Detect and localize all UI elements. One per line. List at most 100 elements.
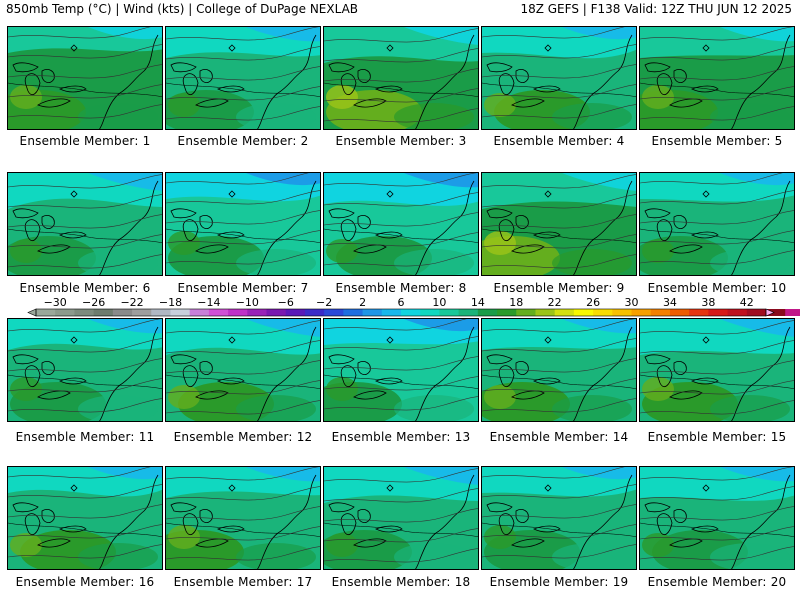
colorbar-segment [516, 309, 536, 316]
temperature-map [8, 27, 162, 129]
colorbar-segment [650, 309, 671, 316]
colorbar-segment [362, 309, 383, 316]
colorbar-segment [689, 309, 709, 316]
temperature-map [482, 27, 636, 129]
ensemble-map-panel [323, 466, 479, 570]
colorbar-segment [458, 309, 479, 316]
colorbar-segment [112, 309, 133, 316]
ensemble-map-panel [7, 318, 163, 422]
ensemble-member-caption: Ensemble Member: 19 [489, 575, 629, 589]
colorbar-tick-label: 34 [663, 296, 677, 309]
colorbar-tick-label: −14 [197, 296, 220, 309]
ensemble-member-caption: Ensemble Member: 1 [19, 134, 151, 148]
temperature-map [640, 467, 794, 569]
temperature-map [324, 319, 478, 421]
temperature-map [166, 319, 320, 421]
ensemble-member-caption: Ensemble Member: 2 [177, 134, 309, 148]
colorbar-tick-label: 10 [432, 296, 446, 309]
ensemble-map-panel [639, 318, 795, 422]
colorbar-segment [708, 309, 729, 316]
colorbar-tick-label: −30 [44, 296, 67, 309]
colorbar-segment [343, 309, 364, 316]
temperature-map [640, 319, 794, 421]
temperature-map [482, 319, 636, 421]
colorbar-segment [420, 309, 440, 316]
temperature-map [166, 173, 320, 275]
colorbar-tick-label: 6 [398, 296, 405, 309]
colorbar-segment [170, 309, 191, 316]
ensemble-map-panel [323, 26, 479, 130]
ensemble-map-panel [7, 26, 163, 130]
colorbar-min-arrow [27, 308, 37, 317]
colorbar-segment [535, 309, 556, 316]
ensemble-member-caption: Ensemble Member: 20 [647, 575, 787, 589]
colorbar-tick-label: −18 [159, 296, 182, 309]
colorbar-tick-label: 38 [701, 296, 715, 309]
ensemble-map-panel [481, 466, 637, 570]
colorbar-segment [477, 309, 498, 316]
colorbar-segment [766, 309, 786, 316]
colorbar-tick-label: −10 [236, 296, 259, 309]
ensemble-map-panel [323, 172, 479, 276]
colorbar-segment [401, 309, 421, 316]
colorbar-segment [573, 309, 594, 316]
colorbar-tick-label: 26 [586, 296, 600, 309]
colorbar-segment [669, 309, 690, 316]
colorbar-segment [228, 309, 248, 316]
colorbar-segment [208, 309, 229, 316]
ensemble-member-caption: Ensemble Member: 13 [331, 430, 471, 444]
colorbar-segment [497, 309, 517, 316]
colorbar-tick-label: 2 [359, 296, 366, 309]
ensemble-member-caption: Ensemble Member: 3 [335, 134, 467, 148]
ensemble-map-panel [481, 26, 637, 130]
colorbar-segment [93, 309, 114, 316]
temperature-map [166, 27, 320, 129]
colorbar-segment [554, 309, 575, 316]
temperature-map [8, 319, 162, 421]
ensemble-member-caption: Ensemble Member: 11 [15, 430, 155, 444]
ensemble-member-caption: Ensemble Member: 6 [19, 281, 151, 295]
colorbar-tick-label: 42 [740, 296, 754, 309]
ensemble-map-panel [323, 318, 479, 422]
ensemble-member-caption: Ensemble Member: 12 [173, 430, 313, 444]
temperature-map [482, 467, 636, 569]
map-title: 850mb Temp (°C) | Wind (kts) | College o… [6, 2, 359, 16]
ensemble-map-panel [165, 26, 321, 130]
colorbar-segment [439, 309, 460, 316]
ensemble-member-caption: Ensemble Member: 18 [331, 575, 471, 589]
ensemble-map-panel [7, 172, 163, 276]
colorbar-segment [593, 309, 613, 316]
ensemble-member-caption: Ensemble Member: 15 [647, 430, 787, 444]
colorbar-tick-label: 30 [625, 296, 639, 309]
colorbar-tick-label: 22 [548, 296, 562, 309]
temperature-map [324, 27, 478, 129]
colorbar-tick-label: −6 [278, 296, 294, 309]
ensemble-member-caption: Ensemble Member: 7 [177, 281, 309, 295]
ensemble-member-caption: Ensemble Member: 14 [489, 430, 629, 444]
colorbar-segment [132, 309, 152, 316]
colorbar-segment [612, 309, 633, 316]
colorbar-tick-label: −26 [82, 296, 105, 309]
colorbar-segment [55, 309, 75, 316]
colorbar-segment [74, 309, 95, 316]
colorbar-segment [247, 309, 268, 316]
ensemble-map-panel [7, 466, 163, 570]
temperature-map [324, 173, 478, 275]
ensemble-member-caption: Ensemble Member: 10 [647, 281, 787, 295]
ensemble-map-panel [481, 318, 637, 422]
temperature-map [8, 467, 162, 569]
ensemble-member-caption: Ensemble Member: 16 [15, 575, 155, 589]
ensemble-map-panel [639, 26, 795, 130]
ensemble-member-caption: Ensemble Member: 17 [173, 575, 313, 589]
ensemble-member-caption: Ensemble Member: 9 [493, 281, 625, 295]
ensemble-map-panel [639, 172, 795, 276]
colorbar-tick-label: 14 [471, 296, 485, 309]
colorbar-segment [727, 309, 748, 316]
colorbar-segment [324, 309, 344, 316]
colorbar-segment [189, 309, 210, 316]
ensemble-map-panel [639, 466, 795, 570]
run-info: 18Z GEFS | F138 Valid: 12Z THU JUN 12 20… [520, 2, 792, 16]
colorbar-segment [36, 309, 56, 316]
temperature-map [324, 467, 478, 569]
ensemble-map-panel [165, 466, 321, 570]
